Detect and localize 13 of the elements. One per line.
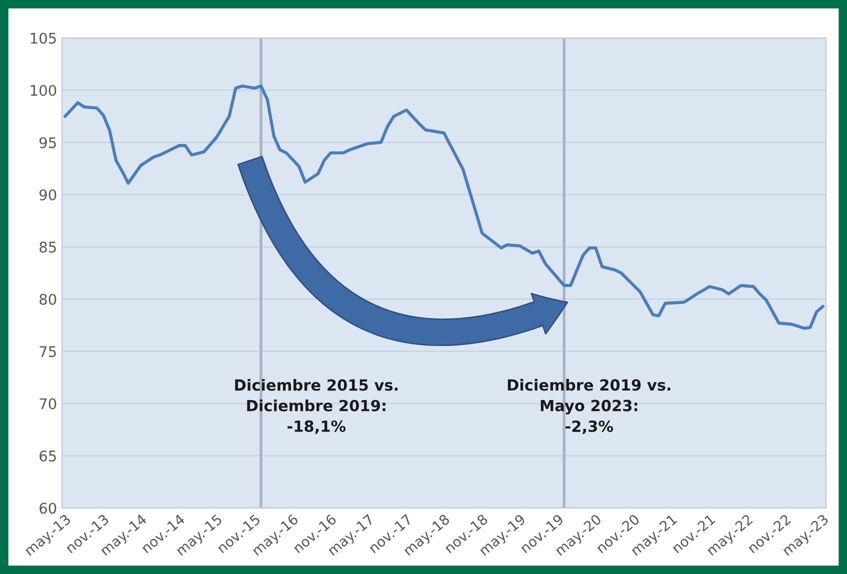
annotation: Diciembre 2015 vs. Diciembre 2019: -18,1% [235,378,398,434]
y-tick-label: 100 [30,84,56,96]
annotation: Diciembre 2019 vs. Mayo 2023: -2,3% [508,378,670,434]
y-tick-label: 90 [40,189,56,200]
y-tick-label: 60 [40,502,56,514]
y-tick-label: 80 [40,294,56,305]
y-tick-label: 95 [40,137,56,148]
y-tick-label: 75 [40,346,56,358]
line-series [64,84,824,330]
y-tick-label: 70 [40,398,56,410]
y-tick-label: 85 [40,242,56,253]
y-tick-label: 105 [30,32,56,44]
y-tick-label: 65 [40,450,56,462]
